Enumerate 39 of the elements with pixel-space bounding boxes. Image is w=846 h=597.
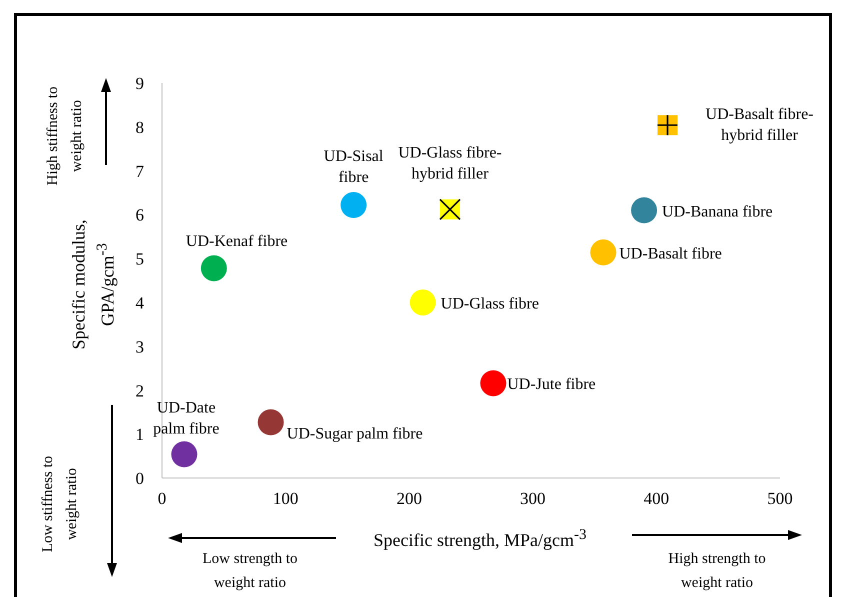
text: UD-Glass fibre-hybrid filler: [398, 144, 502, 182]
point: [480, 370, 506, 396]
y-tick-label: 9: [136, 74, 144, 94]
series-label: UD-Kenaf fibre: [186, 233, 288, 250]
point: [200, 255, 227, 282]
text: High stiffness to weight ratio: [44, 86, 86, 188]
text: Low stiffness to weight ratio: [39, 454, 81, 554]
point: [340, 192, 367, 218]
point: [171, 441, 198, 468]
x-axis-title: Specific strength, MPa/gcm$^{-3}$: [372, 527, 588, 551]
y-tick-label: 1: [136, 425, 144, 444]
series-label: UD-Date palm fibre: [153, 399, 220, 438]
y-tick-label: 6: [136, 206, 144, 225]
text: High strength to weight ratio: [667, 550, 767, 593]
series-label: UD-Banana fibre: [662, 203, 773, 220]
y-tick-label: 0: [136, 469, 144, 488]
x-tick-label: 0: [158, 489, 166, 508]
text: Low strength to weight ratio: [202, 550, 298, 593]
x-tick-label: 500: [767, 489, 793, 508]
x-tick-label: 300: [520, 489, 546, 508]
x-tick-label: 200: [396, 489, 422, 508]
series-label: UD-Sisal fibre: [324, 148, 384, 186]
series-label: UD-Basalt fibre: [619, 245, 722, 262]
series-label: UD-Sugar palm fibre: [286, 425, 423, 442]
series-label: UD-Glass fibre: [440, 295, 539, 312]
y-tick-label: 5: [136, 250, 144, 269]
point: [410, 289, 436, 316]
y-tick-label: 4: [136, 293, 144, 312]
series-label: UD-Jute fibre: [507, 376, 596, 394]
point: [590, 239, 616, 266]
x-tick-label: 400: [644, 489, 670, 508]
y-tick-label: 2: [136, 381, 144, 400]
point: [631, 197, 658, 224]
y-tick-label: 8: [136, 118, 144, 137]
y-tick-label: 7: [136, 162, 144, 181]
series-label: UD-Basalt fibre-hybrid filler: [706, 106, 814, 144]
x-tick-label: 100: [272, 489, 298, 508]
point: [258, 409, 284, 436]
y-tick-label: 3: [136, 337, 144, 356]
